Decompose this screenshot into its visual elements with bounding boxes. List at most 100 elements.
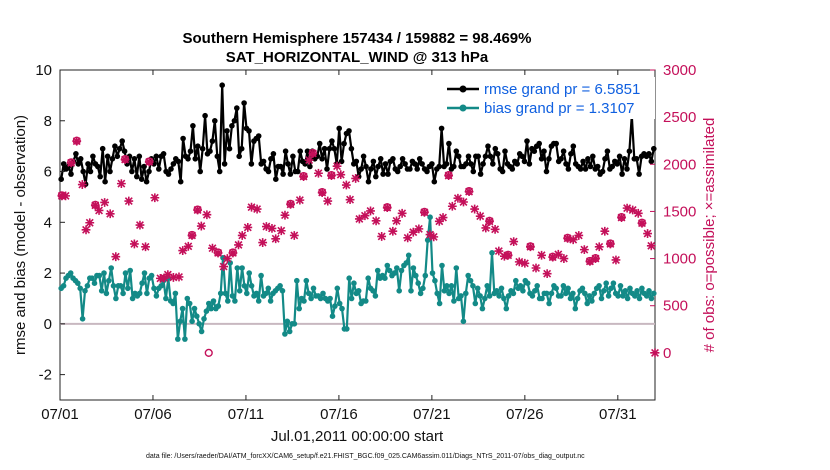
bias-point	[89, 275, 95, 282]
bias-point	[548, 290, 555, 297]
obs-assimilated-marker	[420, 207, 429, 217]
bias-point	[225, 298, 231, 304]
rmse-point	[446, 140, 452, 147]
rmse-point	[131, 156, 138, 162]
bias-point	[303, 277, 310, 284]
rmse-point	[570, 143, 577, 149]
rmse-point	[121, 148, 128, 154]
obs-assimilated-marker	[594, 242, 604, 252]
rmse-point	[536, 140, 542, 147]
bias-point	[444, 283, 450, 289]
bias-point	[234, 265, 241, 271]
rmse-point	[60, 161, 67, 167]
rmse-point	[104, 153, 111, 160]
bias-point	[346, 275, 353, 282]
bias-point	[372, 293, 379, 299]
rmse-point	[590, 153, 596, 160]
obs-assimilated-marker	[116, 179, 126, 189]
obs-assimilated-marker	[382, 203, 392, 213]
obs-assimilated-marker	[605, 239, 615, 249]
bias-point	[532, 288, 538, 294]
bias-point	[560, 283, 567, 289]
rmse-point	[621, 156, 628, 162]
bias-point	[317, 295, 324, 302]
bias-point	[222, 290, 229, 297]
rmse-point	[226, 145, 233, 152]
rmse-point	[295, 168, 301, 175]
bias-point	[543, 290, 550, 297]
obs-assimilated-marker	[414, 224, 424, 234]
bias-point	[110, 283, 117, 289]
rmse-point	[112, 143, 118, 149]
obs-possible-marker	[591, 254, 600, 263]
rmse-point	[360, 153, 367, 160]
rmse-point	[77, 156, 84, 162]
obs-assimilated-marker	[286, 199, 295, 209]
obs-count-series	[57, 136, 660, 358]
x-tick-label: 07/31	[599, 406, 637, 423]
rmse-point	[375, 163, 382, 170]
bias-point	[82, 288, 88, 294]
rmse-point	[414, 166, 421, 172]
bias-point	[601, 288, 607, 294]
rmse-point	[577, 166, 584, 172]
obs-assimilated-marker	[494, 246, 504, 256]
bias-point	[563, 290, 569, 297]
obs-assimilated-marker	[548, 252, 558, 262]
rmse-point	[224, 128, 230, 134]
obs-assimilated-marker	[453, 193, 463, 203]
bias-point	[529, 293, 536, 299]
y-tick-label-left: 4	[44, 214, 52, 231]
rmse-point	[582, 166, 589, 172]
bias-point	[265, 285, 272, 292]
rmse-point	[156, 166, 162, 172]
rmse-point	[114, 153, 121, 160]
rmse-point	[324, 166, 330, 172]
rmse-point	[585, 156, 591, 162]
bias-point	[291, 321, 298, 327]
obs-assimilated-marker	[447, 201, 457, 211]
obs-assimilated-marker	[392, 216, 401, 226]
bias-point	[567, 295, 574, 302]
rmse-point	[370, 158, 377, 165]
x-tick-label: 07/21	[413, 406, 451, 423]
obs-possible-marker	[72, 136, 81, 145]
rmse-point	[348, 145, 355, 152]
bias-point	[646, 288, 652, 294]
y-axis-label-right: # of obs: o=possible; ×=assimilated	[701, 118, 718, 353]
bias-point	[460, 318, 467, 325]
obs-assimilated-marker	[105, 209, 115, 219]
obs-assimilated-marker	[120, 155, 130, 164]
y-axis-label-left: rmse and bias (model - observation)	[12, 115, 29, 355]
bias-point	[605, 293, 612, 299]
rmse-point	[229, 123, 235, 129]
rmse-point	[119, 138, 125, 144]
obs-assimilated-marker	[351, 174, 361, 183]
obs-assimilated-marker	[503, 250, 513, 260]
rmse-point	[102, 178, 108, 185]
y-tick-label-right: 1500	[663, 203, 696, 220]
rmse-point	[436, 163, 443, 170]
rmse-point	[75, 161, 82, 167]
obs-assimilated-marker	[464, 187, 474, 197]
rmse-point	[282, 148, 289, 154]
rmse-point	[109, 156, 116, 162]
rmse-point	[265, 168, 272, 175]
rmse-point	[236, 153, 242, 160]
rmse-point	[231, 118, 238, 124]
x-tick-label: 07/26	[506, 406, 544, 423]
rmse-point	[368, 166, 374, 172]
obs-assimilated-marker	[304, 155, 314, 165]
rmse-point	[494, 151, 501, 157]
obs-assimilated-marker	[336, 170, 346, 180]
bias-point	[175, 336, 181, 342]
data-file-footnote: data file: /Users/raeder/DAI/ATM_forcXX/…	[146, 453, 585, 460]
rmse-point	[646, 151, 652, 157]
x-tick-label: 07/06	[134, 406, 172, 423]
obs-assimilated-marker	[280, 210, 290, 220]
obs-assimilated-marker	[163, 270, 173, 279]
rmse-point	[248, 161, 255, 167]
bias-point	[344, 326, 350, 332]
obs-assimilated-marker	[459, 197, 468, 207]
